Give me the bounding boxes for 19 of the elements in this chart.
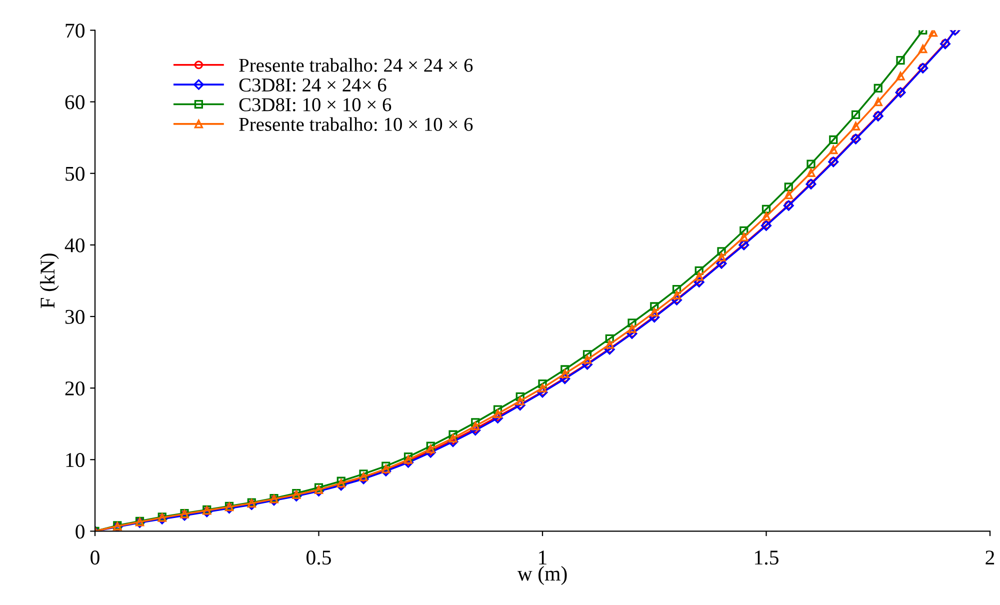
y-tick-label: 0 xyxy=(76,524,84,539)
x-axis-title: w (m) xyxy=(517,566,567,585)
y-tick-label: 50 xyxy=(66,166,84,181)
y-tick-label: 70 xyxy=(66,24,84,38)
legend-label: C3D8I: 24 × 24× 6 xyxy=(239,78,386,92)
y-tick-label: 10 xyxy=(66,453,84,468)
x-tick-label: 1.5 xyxy=(755,550,778,565)
x-tick-label: 2 xyxy=(986,550,994,564)
y-tick-label: 30 xyxy=(65,310,84,324)
x-tick-label: 0 xyxy=(90,550,100,565)
legend-label: Presente trabalho: 24 × 24 × 6 xyxy=(239,58,473,72)
legend-label: Presente trabalho: 10 × 10 × 6 xyxy=(239,117,473,132)
y-tick-label: 40 xyxy=(64,238,84,252)
y-tick-label: 60 xyxy=(65,95,84,110)
x-tick-label: 1 xyxy=(539,550,546,564)
y-tick-label: 20 xyxy=(65,381,84,396)
legend-label: C3D8I: 10 × 10 × 6 xyxy=(239,98,392,112)
y-axis-title: F (kN) xyxy=(40,254,59,308)
x-tick-label: 0.5 xyxy=(306,550,331,565)
